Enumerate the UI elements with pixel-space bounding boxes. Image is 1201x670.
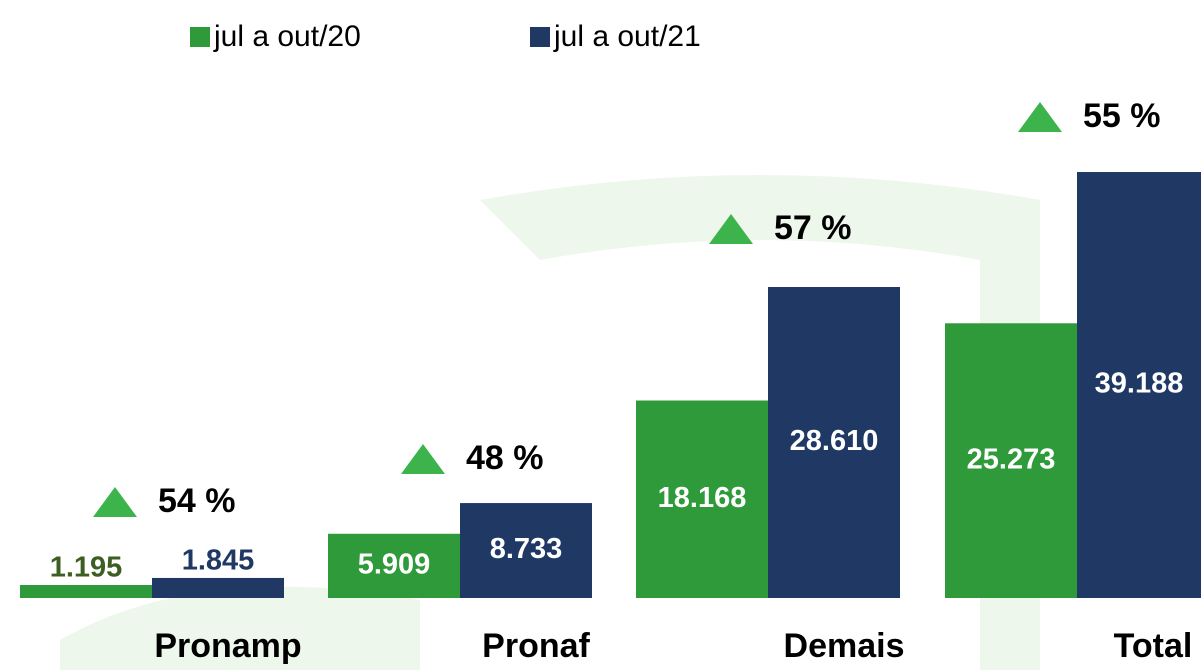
bar bbox=[152, 577, 284, 598]
growth-label: 48 % bbox=[466, 439, 544, 477]
growth-label: 57 % bbox=[774, 209, 852, 247]
growth-arrow bbox=[93, 487, 137, 517]
value-label: 1.845 bbox=[182, 545, 255, 577]
growth-arrow bbox=[401, 444, 445, 474]
bar bbox=[460, 503, 592, 598]
bar bbox=[945, 323, 1077, 598]
value-label: 25.273 bbox=[967, 443, 1056, 475]
growth-arrow bbox=[709, 214, 753, 244]
category-label: Total bbox=[1114, 627, 1193, 665]
legend-label: jul a out/20 bbox=[213, 20, 361, 53]
legend-swatch bbox=[190, 27, 210, 47]
value-label: 18.168 bbox=[658, 482, 747, 514]
bar bbox=[20, 585, 152, 598]
watermark bbox=[60, 175, 1040, 670]
value-label: 1.195 bbox=[50, 552, 123, 584]
bar bbox=[636, 400, 768, 598]
value-label: 28.610 bbox=[790, 425, 879, 457]
legend-swatch bbox=[530, 27, 550, 47]
category-label: Pronaf bbox=[482, 627, 590, 665]
bar bbox=[328, 533, 460, 598]
growth-label: 55 % bbox=[1083, 97, 1161, 135]
value-label: 5.909 bbox=[358, 549, 431, 581]
growth-arrow bbox=[1018, 102, 1062, 132]
value-label: 39.188 bbox=[1095, 368, 1184, 400]
category-label: Pronamp bbox=[154, 627, 301, 665]
bar bbox=[768, 287, 900, 598]
value-label: 8.733 bbox=[490, 533, 563, 565]
bar bbox=[1077, 172, 1201, 599]
category-label: Demais bbox=[784, 627, 905, 665]
legend-label: jul a out/21 bbox=[553, 20, 701, 53]
growth-label: 54 % bbox=[158, 482, 236, 520]
